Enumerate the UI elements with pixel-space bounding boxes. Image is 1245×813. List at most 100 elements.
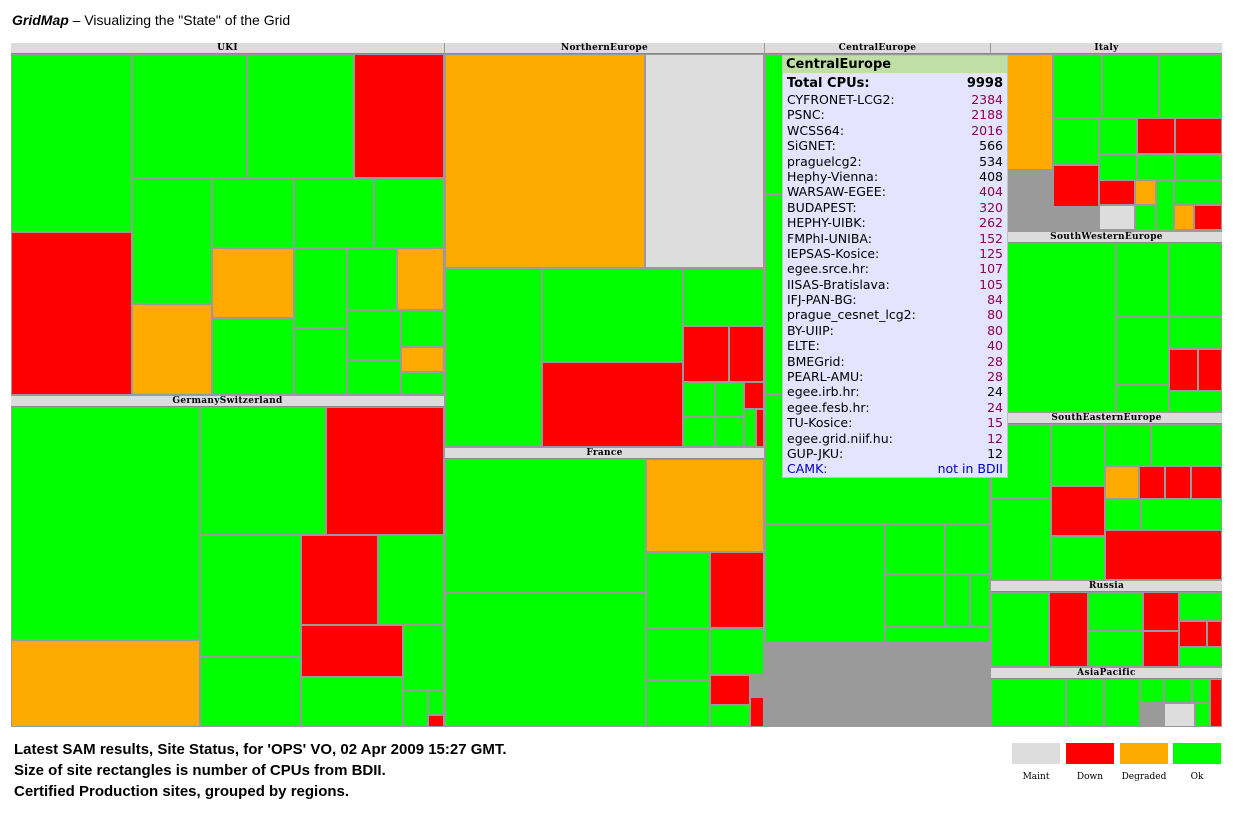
site-rect[interactable] bbox=[1169, 317, 1222, 349]
site-rect[interactable] bbox=[1099, 180, 1135, 205]
site-rect[interactable] bbox=[301, 625, 403, 677]
site-rect[interactable] bbox=[1159, 54, 1222, 118]
site-rect[interactable] bbox=[212, 318, 294, 395]
site-rect[interactable] bbox=[1099, 205, 1135, 230]
site-rect[interactable] bbox=[991, 498, 1051, 580]
site-rect[interactable] bbox=[1116, 317, 1169, 385]
region-header[interactable]: GermanySwitzerland bbox=[11, 396, 444, 407]
site-rect[interactable] bbox=[1164, 679, 1192, 703]
region-header[interactable]: France bbox=[445, 448, 764, 459]
site-rect[interactable] bbox=[1156, 180, 1174, 230]
site-rect[interactable] bbox=[744, 382, 764, 409]
site-rect[interactable] bbox=[646, 628, 710, 680]
site-rect[interactable] bbox=[1102, 54, 1159, 118]
site-rect[interactable] bbox=[1066, 679, 1104, 727]
site-rect[interactable] bbox=[1174, 180, 1222, 205]
site-rect[interactable] bbox=[1051, 486, 1105, 536]
site-rect[interactable] bbox=[1175, 118, 1222, 154]
site-rect[interactable] bbox=[374, 178, 444, 248]
site-rect[interactable] bbox=[1175, 154, 1222, 180]
site-rect[interactable] bbox=[729, 326, 764, 382]
site-rect[interactable] bbox=[710, 675, 750, 705]
site-rect[interactable] bbox=[1169, 391, 1222, 412]
site-rect[interactable] bbox=[378, 535, 444, 625]
region-northern-europe[interactable]: NorthernEurope bbox=[445, 43, 764, 447]
region-germany-switzerland[interactable]: GermanySwitzerland bbox=[11, 396, 444, 727]
site-rect[interactable] bbox=[347, 360, 401, 395]
site-rect[interactable] bbox=[683, 326, 729, 382]
site-rect[interactable] bbox=[347, 248, 397, 310]
site-rect[interactable] bbox=[1164, 703, 1195, 727]
site-rect[interactable] bbox=[401, 310, 444, 347]
site-rect[interactable] bbox=[1143, 592, 1179, 631]
site-rect[interactable] bbox=[428, 715, 444, 727]
site-rect[interactable] bbox=[294, 328, 347, 395]
site-rect[interactable] bbox=[1174, 205, 1194, 230]
site-rect[interactable] bbox=[132, 304, 212, 395]
site-rect[interactable] bbox=[1116, 385, 1169, 412]
region-asia-pacific[interactable]: AsiaPacific bbox=[991, 668, 1222, 727]
site-rect[interactable] bbox=[1140, 679, 1164, 703]
region-italy[interactable]: Italy bbox=[991, 43, 1222, 231]
site-rect[interactable] bbox=[132, 178, 212, 304]
site-rect[interactable] bbox=[991, 592, 1049, 667]
site-rect[interactable] bbox=[200, 535, 301, 657]
region-uki[interactable]: UKI bbox=[11, 43, 444, 395]
site-rect[interactable] bbox=[132, 54, 247, 178]
site-rect[interactable] bbox=[1116, 243, 1169, 317]
site-rect[interactable] bbox=[1099, 154, 1137, 180]
site-rect[interactable] bbox=[683, 268, 764, 326]
site-rect[interactable] bbox=[1049, 592, 1088, 667]
site-rect[interactable] bbox=[401, 372, 444, 395]
region-header[interactable]: CentralEurope bbox=[765, 43, 990, 54]
site-rect[interactable] bbox=[970, 574, 990, 627]
site-rect[interactable] bbox=[1105, 530, 1222, 580]
site-rect[interactable] bbox=[885, 627, 990, 643]
site-rect[interactable] bbox=[247, 54, 354, 178]
region-header[interactable]: Italy bbox=[991, 43, 1222, 54]
site-rect[interactable] bbox=[1135, 205, 1156, 230]
site-rect[interactable] bbox=[1151, 424, 1222, 466]
site-rect[interactable] bbox=[1135, 180, 1156, 205]
site-rect[interactable] bbox=[294, 178, 374, 248]
site-rect[interactable] bbox=[1165, 466, 1191, 499]
site-rect[interactable] bbox=[11, 640, 200, 727]
site-rect[interactable] bbox=[428, 690, 444, 715]
site-rect[interactable] bbox=[200, 657, 301, 727]
site-rect[interactable] bbox=[1105, 424, 1151, 466]
site-rect[interactable] bbox=[200, 407, 326, 535]
site-rect[interactable] bbox=[1053, 165, 1099, 207]
site-rect[interactable] bbox=[301, 677, 403, 727]
site-rect[interactable] bbox=[885, 524, 945, 574]
site-rect[interactable] bbox=[1198, 349, 1222, 391]
site-rect[interactable] bbox=[765, 524, 885, 643]
site-rect[interactable] bbox=[885, 574, 945, 627]
site-rect[interactable] bbox=[1137, 154, 1175, 180]
site-rect[interactable] bbox=[542, 268, 683, 362]
site-rect[interactable] bbox=[710, 628, 764, 675]
region-france[interactable]: France bbox=[445, 448, 764, 727]
site-rect[interactable] bbox=[1192, 679, 1210, 703]
region-header[interactable]: SouthEasternEurope bbox=[991, 413, 1222, 424]
site-rect[interactable] bbox=[646, 552, 710, 628]
site-rect[interactable] bbox=[294, 248, 347, 328]
region-header[interactable]: Russia bbox=[991, 581, 1222, 592]
site-rect[interactable] bbox=[750, 697, 764, 727]
site-rect[interactable] bbox=[715, 417, 744, 447]
site-rect[interactable] bbox=[1088, 631, 1143, 667]
site-rect[interactable] bbox=[1099, 118, 1137, 154]
site-rect[interactable] bbox=[991, 243, 1116, 412]
site-rect[interactable] bbox=[347, 310, 401, 360]
site-rect[interactable] bbox=[11, 232, 132, 395]
site-rect[interactable] bbox=[756, 409, 764, 447]
site-rect[interactable] bbox=[1179, 621, 1207, 647]
site-rect[interactable] bbox=[1195, 703, 1210, 727]
site-rect[interactable] bbox=[212, 248, 294, 318]
site-rect[interactable] bbox=[1169, 349, 1198, 391]
site-rect[interactable] bbox=[1169, 243, 1222, 317]
site-rect[interactable] bbox=[397, 248, 444, 310]
site-rect[interactable] bbox=[1105, 499, 1141, 530]
site-rect[interactable] bbox=[645, 54, 764, 268]
site-rect[interactable] bbox=[1105, 466, 1139, 499]
site-rect[interactable] bbox=[11, 407, 200, 640]
